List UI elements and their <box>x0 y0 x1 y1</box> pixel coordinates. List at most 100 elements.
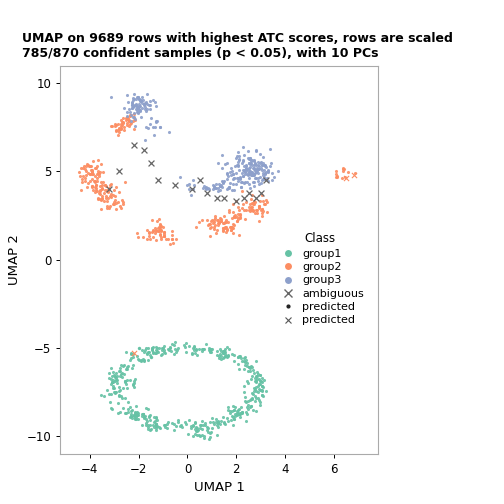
Point <box>120 103 128 111</box>
Point <box>97 196 105 204</box>
Point <box>130 110 138 118</box>
Point <box>206 348 214 356</box>
Point <box>143 90 151 98</box>
Point <box>129 364 137 372</box>
Point <box>249 390 257 398</box>
Point <box>186 422 195 430</box>
Point <box>117 122 125 130</box>
Point <box>220 418 228 426</box>
Point <box>141 356 149 364</box>
Point <box>216 186 224 194</box>
Point <box>122 114 130 122</box>
Point <box>227 416 235 424</box>
Point <box>140 414 148 422</box>
Point <box>230 174 238 182</box>
Point <box>121 178 129 186</box>
Point <box>270 173 278 181</box>
Point <box>145 412 153 420</box>
Point <box>246 163 254 171</box>
Point <box>236 173 244 181</box>
Point <box>223 226 231 234</box>
Point <box>222 218 230 226</box>
Point <box>138 104 146 112</box>
Point <box>344 168 352 176</box>
Point <box>236 174 244 182</box>
Point <box>128 104 136 112</box>
Point <box>263 174 271 182</box>
Point <box>207 347 215 355</box>
Point <box>120 123 128 132</box>
Point <box>124 398 132 406</box>
Point <box>121 376 130 385</box>
Point <box>243 361 251 369</box>
Point <box>246 160 255 168</box>
Point <box>214 419 222 427</box>
Point <box>133 103 141 111</box>
Point <box>156 230 164 238</box>
Point <box>180 343 188 351</box>
Point <box>89 170 97 178</box>
Point <box>242 167 250 175</box>
Point <box>250 209 259 217</box>
Point <box>134 93 142 101</box>
Point <box>218 177 226 185</box>
Point <box>248 363 256 371</box>
Point <box>258 191 266 199</box>
Point <box>251 169 259 177</box>
Point <box>156 221 164 229</box>
Point <box>160 228 168 236</box>
Point <box>223 414 231 422</box>
Point <box>251 377 260 386</box>
Point <box>195 218 203 226</box>
Point <box>246 361 255 369</box>
Point <box>112 205 120 213</box>
Point <box>224 406 232 414</box>
Point <box>183 181 192 190</box>
Point <box>145 228 153 236</box>
Point <box>254 168 262 176</box>
Point <box>248 371 256 380</box>
Point <box>109 368 117 376</box>
Point <box>250 170 259 178</box>
Point <box>241 397 249 405</box>
Point <box>106 380 114 388</box>
Point <box>133 106 141 114</box>
Point <box>251 397 260 405</box>
Point <box>185 180 193 188</box>
Point <box>242 403 250 411</box>
Point <box>254 174 262 182</box>
Point <box>245 159 253 167</box>
Point <box>205 344 213 352</box>
Point <box>256 197 264 205</box>
Point <box>227 223 235 231</box>
Point <box>261 200 269 208</box>
Point <box>238 204 246 212</box>
Point <box>220 347 228 355</box>
Point <box>259 174 267 182</box>
Point <box>234 173 242 181</box>
Point <box>202 183 210 191</box>
Point <box>205 424 213 432</box>
Point <box>115 391 123 399</box>
Point <box>107 190 115 198</box>
Point <box>245 363 253 371</box>
Point <box>224 350 232 358</box>
Point <box>168 235 176 243</box>
Point <box>134 108 142 116</box>
Point <box>86 162 94 170</box>
Point <box>263 208 271 216</box>
Point <box>144 356 152 364</box>
Point <box>154 176 162 184</box>
Point <box>112 121 120 129</box>
Point <box>228 208 236 216</box>
Point <box>129 101 137 109</box>
Point <box>258 212 266 220</box>
Point <box>79 164 87 172</box>
Point <box>258 205 266 213</box>
Point <box>149 421 157 429</box>
Point <box>206 232 214 240</box>
Point <box>184 430 192 438</box>
Point <box>172 422 180 430</box>
X-axis label: UMAP 1: UMAP 1 <box>194 481 244 494</box>
Point <box>241 417 249 425</box>
